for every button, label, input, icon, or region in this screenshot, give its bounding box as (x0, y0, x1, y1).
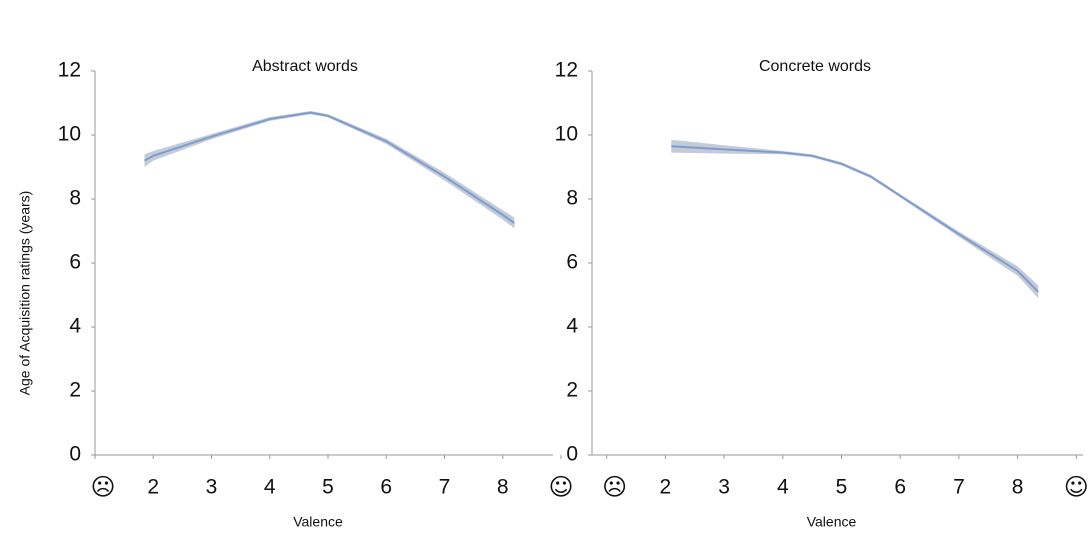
y-tick-label: 4 (566, 315, 578, 338)
x-tick-label: 6 (380, 476, 392, 499)
x-tick-label: 2 (660, 476, 672, 499)
x-tick-label: 3 (206, 476, 218, 499)
y-tick-label: 12 (555, 59, 578, 82)
x-tick-label: 5 (322, 476, 334, 499)
y-tick-label: 2 (69, 379, 81, 402)
x-tick-label: 3 (718, 476, 730, 499)
y-tick-label: 10 (555, 123, 578, 146)
chart-title: Concrete words (759, 58, 871, 75)
y-tick-label: 2 (566, 379, 578, 402)
y-tick-label: 6 (69, 251, 81, 274)
y-tick-label: 8 (566, 187, 578, 210)
y-tick-label: 4 (69, 315, 81, 338)
x-tick-label: 6 (894, 476, 906, 499)
y-tick-label: 0 (566, 443, 578, 466)
x-tick-label: 5 (836, 476, 848, 499)
y-axis-label: Age of Acquisition ratings (years) (17, 191, 33, 396)
y-tick-label: 12 (58, 59, 81, 82)
confidence-band (671, 139, 1039, 299)
line (144, 111, 515, 224)
x-tick-label: 7 (439, 476, 451, 499)
x-tick-label: 8 (1012, 476, 1024, 499)
x-axis-label: Valence (293, 514, 343, 530)
y-tick-label: 10 (58, 123, 81, 146)
chart-title: Abstract words (252, 58, 358, 75)
line (671, 145, 1039, 293)
x-tick-label: 4 (777, 476, 789, 499)
x-axis-label: Valence (807, 514, 857, 530)
x-tick-label: 7 (953, 476, 965, 499)
y-tick-label: 0 (69, 443, 81, 466)
x-tick-label: 8 (497, 476, 509, 499)
x-tick-label: ☺ (1064, 473, 1089, 501)
x-tick-label: 4 (264, 476, 276, 499)
y-tick-label: 8 (69, 187, 81, 210)
x-tick-label: 2 (147, 476, 159, 499)
x-tick-label: ☺ (548, 473, 573, 501)
confidence-band (144, 111, 515, 229)
y-tick-label: 6 (566, 251, 578, 274)
x-tick-label: ☹ (90, 473, 115, 501)
x-tick-label: ☹ (602, 473, 627, 501)
